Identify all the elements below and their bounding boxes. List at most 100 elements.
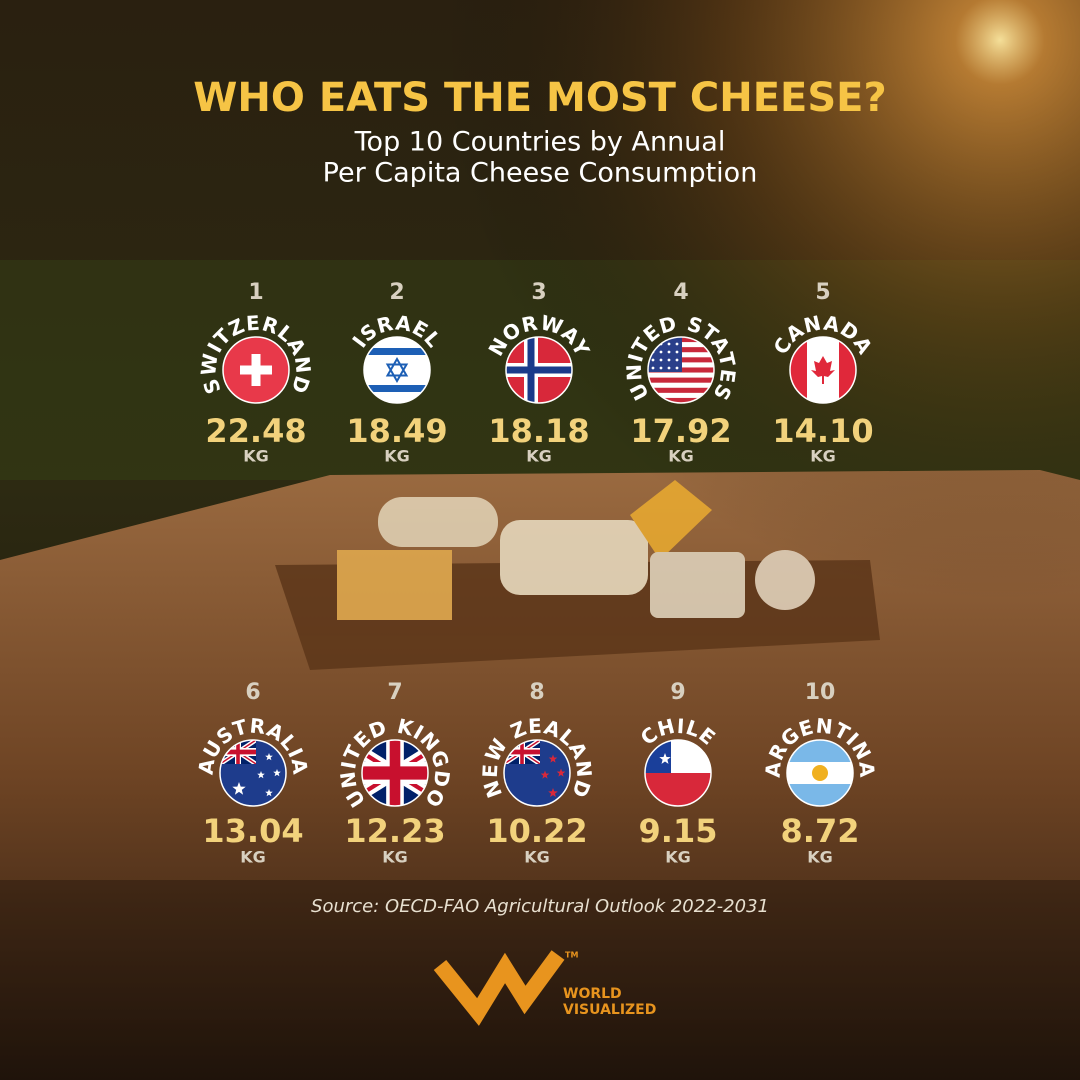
sun [812,765,828,781]
flag [648,337,714,403]
cheese [650,552,745,618]
flag [362,740,428,806]
star [675,350,679,354]
cheese-board [275,480,880,670]
cross [362,740,428,806]
flag-ring [644,739,712,807]
star [540,770,550,779]
star [651,366,655,370]
rank: 2 [389,280,404,305]
cheese [337,550,452,620]
flag-ring [789,336,857,404]
stripe [648,387,714,394]
flag-ring [786,739,854,807]
value: 8.72 [781,812,860,850]
star [667,342,671,346]
value: 17.92 [630,412,731,450]
rank: 3 [531,280,546,305]
trademark: TM [565,951,578,960]
rank: 9 [670,680,685,705]
unit: KG [382,848,408,867]
unit: KG [243,447,269,466]
star [556,768,566,777]
flag [364,337,430,403]
star [651,358,655,362]
flag-ring [647,336,715,404]
star [273,769,281,777]
value: 18.18 [488,412,589,450]
stripe [364,385,430,392]
rank: 10 [805,680,836,705]
value: 9.15 [639,812,718,850]
star [257,771,265,779]
rank: 4 [673,280,688,305]
maple-leaf [811,356,835,384]
flag-ring [363,336,431,404]
star [675,366,679,370]
stripe [648,392,714,399]
star [548,788,558,797]
star [265,789,273,797]
unit: KG [807,848,833,867]
country-grid: 1SWITZERLAND22.48KG2ISRAEL18.49KG3NORWAY… [194,280,879,867]
stripe [648,377,714,383]
flag [506,337,572,403]
star [385,356,409,384]
value: 18.49 [346,412,447,450]
cheese [378,497,498,547]
star [667,358,671,362]
star [675,342,679,346]
unit: KG [384,447,410,466]
subtitle: Per Capita Cheese Consumption [323,158,758,189]
stripe [648,397,714,403]
flag [787,740,853,806]
star [232,782,246,795]
star [265,753,273,761]
stripe [648,382,714,389]
value: 10.22 [486,812,587,850]
unit: KG [810,447,836,466]
title: WHO EATS THE MOST CHEESE? [193,75,886,121]
flag-ring [505,336,573,404]
unit: KG [668,447,694,466]
flag [223,337,289,403]
cheese [500,520,648,595]
value: 13.04 [202,812,303,850]
flag-ring [222,336,290,404]
value: 12.23 [344,812,445,850]
unit: KG [524,848,550,867]
rank: 8 [529,680,544,705]
rank: 5 [815,280,830,305]
logo-text: VISUALIZED [563,1002,656,1018]
rank: 6 [245,680,260,705]
star [659,366,663,370]
rank: 1 [248,280,263,305]
cross [506,337,572,403]
value: 14.10 [772,412,873,450]
source: Source: OECD-FAO Agricultural Outlook 20… [311,896,769,917]
stripe [364,348,430,355]
star [659,358,663,362]
unit: KG [240,848,266,867]
garlic [755,550,815,610]
subtitle: Top 10 Countries by Annual [354,127,726,158]
logo-mark [433,950,565,1026]
star [659,753,671,764]
logo: TM WORLD VISUALIZED [433,950,656,1026]
star [548,754,558,763]
star [675,358,679,362]
flag-ring [361,739,429,807]
star [659,350,663,354]
union-jack [362,740,428,806]
unit: KG [526,447,552,466]
cheese [630,480,712,560]
star [667,366,671,370]
star [667,350,671,354]
